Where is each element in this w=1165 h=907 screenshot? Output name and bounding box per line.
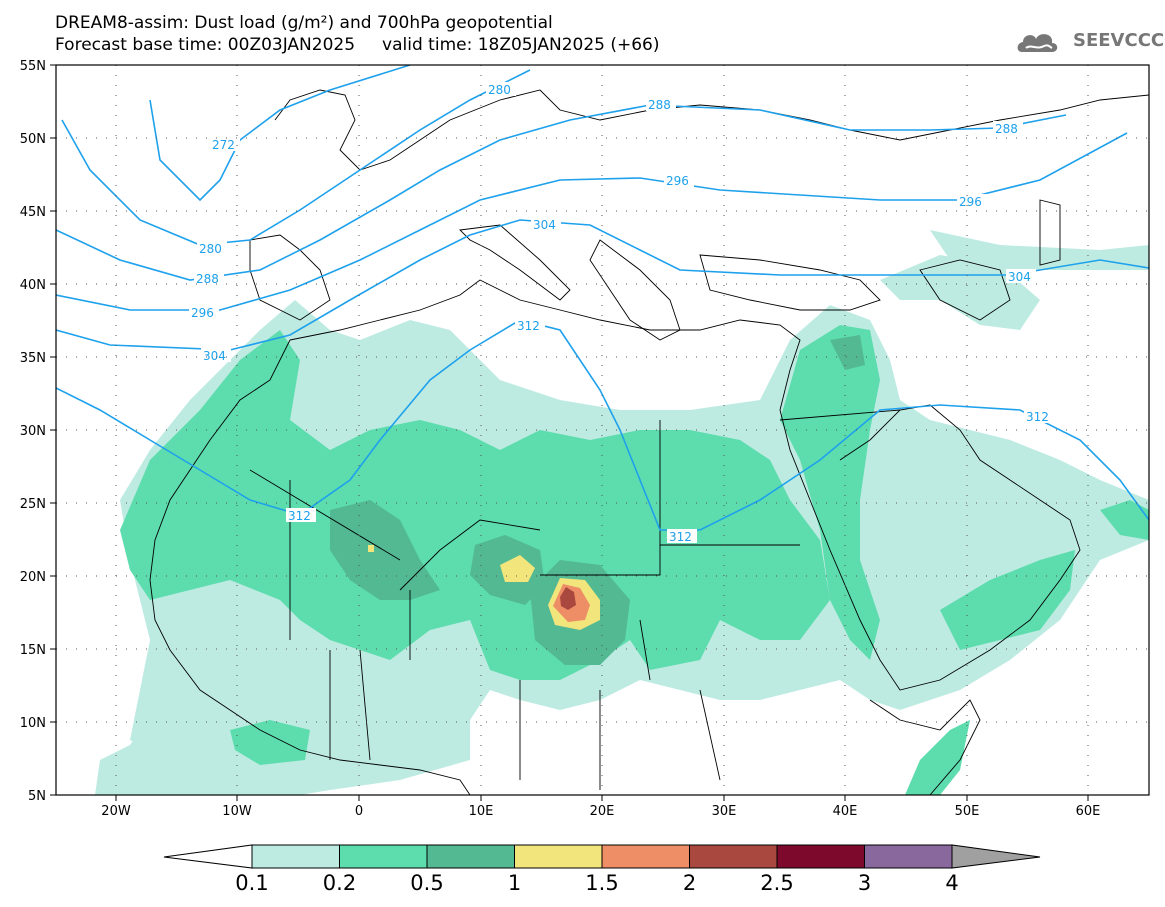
contour-label: 272 [212, 138, 235, 152]
contour-label: 312 [288, 509, 311, 523]
contour-label: 304 [1008, 270, 1031, 284]
cloud-logo-icon [1017, 34, 1058, 52]
chart-title: DREAM8-assim: Dust load (g/m²) and 700hP… [55, 13, 553, 33]
colorbar-label: 0.2 [322, 871, 357, 895]
lat-label: 30N [20, 424, 46, 439]
contour-label: 288 [196, 272, 219, 286]
lat-label: 50N [20, 132, 46, 147]
colorbar-label: 2.5 [760, 871, 794, 895]
contour-label: 288 [648, 98, 671, 112]
lon-label: 10E [469, 804, 494, 819]
lon-label: 10W [222, 804, 252, 819]
logo-text: SEEVCCC [1073, 30, 1165, 51]
contour-label: 312 [669, 530, 692, 544]
contour-label: 288 [995, 122, 1018, 136]
lat-label: 35N [20, 351, 46, 366]
lat-label: 55N [20, 59, 46, 74]
contour-label: 296 [959, 195, 982, 209]
lat-label: 10N [20, 716, 46, 731]
contour-label: 312 [517, 319, 540, 333]
lat-label: 40N [20, 278, 46, 293]
longitude-labels: 20W 10W 0 10E 20E 30E 40E 50E 60E [101, 804, 1100, 819]
contour-label: 296 [666, 174, 689, 188]
geopotential-contours [56, 65, 1149, 531]
lat-label: 5N [28, 789, 46, 804]
colorbar-label: 1 [507, 871, 522, 895]
lat-label: 45N [20, 205, 46, 220]
contour-label: 280 [199, 242, 222, 256]
contour-label: 280 [488, 83, 511, 97]
lon-label: 20E [590, 804, 615, 819]
lon-label: 60E [1076, 804, 1101, 819]
dust-shading [95, 230, 1149, 795]
colorbar-label: 0.5 [410, 871, 444, 895]
lat-label: 15N [20, 643, 46, 658]
lon-label: 40E [833, 804, 858, 819]
colorbar-label: 4 [945, 871, 959, 895]
lon-label: 20W [101, 804, 131, 819]
axis-ticks [50, 64, 1089, 801]
colorbar-label: 1.5 [585, 871, 619, 895]
chart-subtitle: Forecast base time: 00Z03JAN2025 valid t… [55, 35, 660, 55]
colorbar-label: 3 [857, 871, 872, 895]
graticule [56, 65, 1149, 795]
contour-label: 304 [203, 349, 226, 363]
lon-label: 50E [955, 804, 980, 819]
contour-label: 312 [1026, 410, 1049, 424]
contour-label: 304 [533, 218, 556, 232]
colorbar-label: 0.1 [235, 871, 269, 895]
lat-label: 20N [20, 570, 46, 585]
lon-label: 0 [355, 804, 363, 819]
contour-label: 296 [191, 306, 214, 320]
lat-label: 25N [20, 497, 46, 512]
contour-labels: 272 280 280 288 288 288 296 296 296 304 … [189, 82, 1054, 544]
latitude-labels: 55N 50N 45N 40N 35N 30N 25N 20N 15N 10N … [20, 59, 46, 804]
lon-label: 30E [712, 804, 737, 819]
colorbar-label: 2 [682, 871, 697, 895]
